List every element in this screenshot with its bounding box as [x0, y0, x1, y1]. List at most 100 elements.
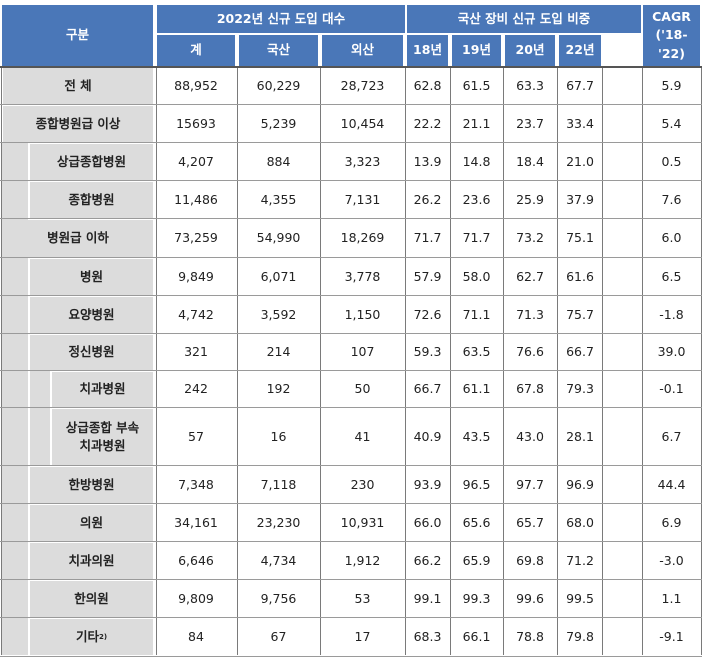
header-sub-3: 18년 — [407, 35, 448, 66]
row-value: 65.6 — [452, 505, 501, 541]
row-divider — [0, 295, 702, 296]
row-value: 71.7 — [407, 220, 448, 257]
row-value: 5.9 — [643, 68, 700, 104]
row-value: 192 — [239, 372, 318, 407]
row-label-text: 한의원 — [74, 590, 109, 606]
row-divider — [0, 333, 702, 334]
row-value: 71.7 — [452, 220, 501, 257]
row-value: 37.9 — [559, 182, 601, 218]
row-value: 230 — [322, 467, 403, 503]
row-value: 14.8 — [452, 144, 501, 180]
row-value: 22.2 — [407, 106, 448, 142]
row-label-text: 전 체 — [64, 77, 92, 93]
row-value: 54,990 — [239, 220, 318, 257]
row-value: 69.8 — [505, 543, 555, 579]
row-value: -1.8 — [643, 297, 700, 333]
row-divider — [0, 503, 702, 504]
row-label-text: 병원 — [79, 268, 103, 284]
row-value: 21.1 — [452, 106, 501, 142]
row-value: 43.0 — [505, 409, 555, 465]
row-value: 53 — [322, 581, 403, 617]
column-divider — [602, 68, 603, 655]
row-value: 107 — [322, 335, 403, 370]
row-label: 병원급 이하 — [3, 220, 153, 257]
row-value: 242 — [157, 372, 235, 407]
row-value: 99.6 — [505, 581, 555, 617]
row-divider — [0, 465, 702, 466]
row-value: -9.1 — [643, 619, 700, 655]
row-label-text: 치과의원 — [68, 552, 115, 568]
row-value: 96.9 — [559, 467, 601, 503]
header-group-new-units: 2022년 신규 도입 대수 — [157, 5, 405, 33]
row-label: 종합병원급 이상 — [3, 106, 153, 142]
row-divider — [0, 541, 702, 542]
header-sub-5: 20년 — [505, 35, 555, 66]
row-value: 96.5 — [452, 467, 501, 503]
row-label-text: 종합병원 — [68, 191, 115, 207]
row-value: 73,259 — [157, 220, 235, 257]
row-value: -0.1 — [643, 372, 700, 407]
row-value: 66.1 — [452, 619, 501, 655]
row-label: 정신병원 — [30, 335, 153, 370]
row-value: 73.2 — [505, 220, 555, 257]
row-value: 79.8 — [559, 619, 601, 655]
row-label: 병원 — [30, 259, 153, 295]
row-value: 99.3 — [452, 581, 501, 617]
row-value: 10,931 — [322, 505, 403, 541]
row-label: 상급종합병원 — [30, 144, 153, 180]
row-value: 23.7 — [505, 106, 555, 142]
row-value: 66.0 — [407, 505, 448, 541]
row-value: 7,118 — [239, 467, 318, 503]
row-value: 25.9 — [505, 182, 555, 218]
row-value: 7,348 — [157, 467, 235, 503]
row-value: 65.9 — [452, 543, 501, 579]
column-divider — [557, 68, 558, 655]
row-value: 99.5 — [559, 581, 601, 617]
row-value: -3.0 — [643, 543, 700, 579]
row-value: 66.7 — [559, 335, 601, 370]
row-value: 6,071 — [239, 259, 318, 295]
row-value: 68.3 — [407, 619, 448, 655]
row-value: 99.1 — [407, 581, 448, 617]
row-value: 9,849 — [157, 259, 235, 295]
row-value: 1,150 — [322, 297, 403, 333]
row-value: 57.9 — [407, 259, 448, 295]
row-divider — [0, 142, 702, 143]
row-value: 79.3 — [559, 372, 601, 407]
column-divider — [405, 68, 406, 655]
row-value: 40.9 — [407, 409, 448, 465]
row-value: 6.9 — [643, 505, 700, 541]
row-value: 76.6 — [505, 335, 555, 370]
row-label: 요양병원 — [30, 297, 153, 333]
row-value: 67 — [239, 619, 318, 655]
row-value: 4,734 — [239, 543, 318, 579]
row-value: 4,355 — [239, 182, 318, 218]
row-value: 884 — [239, 144, 318, 180]
row-value: 4,207 — [157, 144, 235, 180]
column-divider — [450, 68, 451, 655]
row-value: 62.7 — [505, 259, 555, 295]
header-category: 구분 — [2, 5, 153, 66]
table-bottom — [0, 656, 702, 657]
row-label-text: 정신병원 — [68, 344, 115, 360]
row-value: 50 — [322, 372, 403, 407]
row-value: 15693 — [157, 106, 235, 142]
header-sub-1: 국산 — [239, 35, 318, 66]
row-label-text: 치과병원 — [79, 438, 126, 453]
header-group-domestic-share: 국산 장비 신규 도입 비중 — [407, 5, 641, 33]
row-value: 63.5 — [452, 335, 501, 370]
row-label: 전 체 — [3, 68, 153, 104]
row-value: 0.5 — [643, 144, 700, 180]
row-divider — [0, 407, 702, 408]
row-value: 65.7 — [505, 505, 555, 541]
row-value: 23.6 — [452, 182, 501, 218]
row-value: 11,486 — [157, 182, 235, 218]
row-label-text: 상급종합 부속 — [65, 419, 140, 435]
row-divider — [0, 370, 702, 371]
row-divider — [0, 257, 702, 258]
row-value: 10,454 — [322, 106, 403, 142]
row-label-text: 한방병원 — [68, 476, 115, 492]
row-value: 61.5 — [452, 68, 501, 104]
